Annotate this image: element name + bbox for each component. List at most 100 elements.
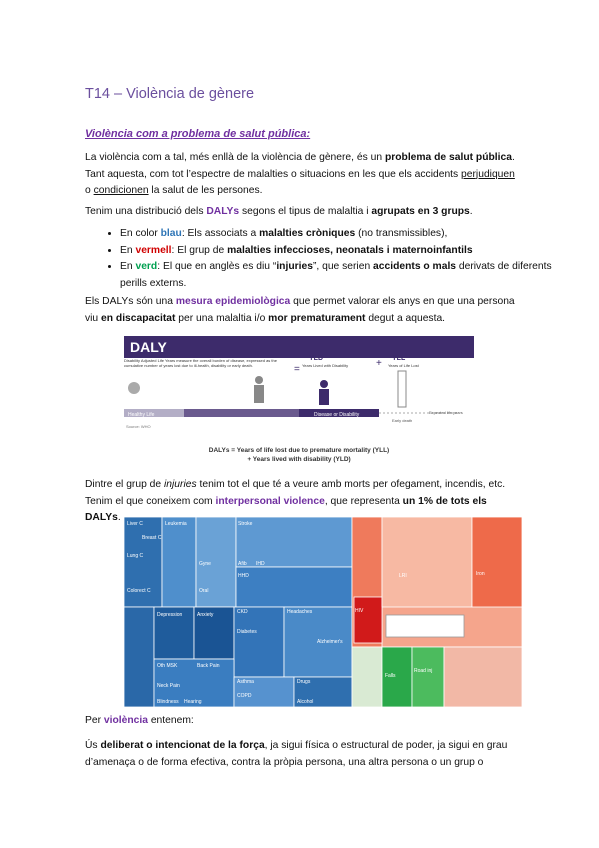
label: Early death [392,418,412,423]
cell-label: Breast C [142,535,162,541]
text: : El que en anglès es diu “ [157,261,277,272]
cell-label: Asthma [237,679,254,685]
text: un 1% de tots els DALYs [85,495,487,524]
text: vermell [135,244,172,256]
text: mor prematurament [268,312,366,324]
description: Disability Adjusted Life Years measure t… [124,358,277,368]
icon [254,385,264,403]
cell-label: Anxiety [197,612,214,618]
text: En [120,261,136,272]
caption: DALYs = Years of life lost due to premat… [209,447,389,454]
cell [233,606,285,678]
text: Ús [85,740,101,751]
cell-label: Diabetes [237,629,257,635]
equals: = [294,364,300,375]
description-box: Disability Adjusted Life Years measure t… [124,358,277,368]
icon [397,370,407,408]
label: Healthy Life [128,412,155,418]
text: deliberat o intencionat de la força [100,740,265,751]
yll: YLL [392,355,406,362]
cell-label: HHD [238,573,249,579]
text: malalties cròniques [259,228,356,239]
icon [255,376,263,384]
text: . [469,206,473,217]
text: perjudiquen [461,168,515,180]
cell-label: Neck Pain [157,683,180,689]
yll-text: Years of Life Lost [388,363,420,368]
cell [195,517,237,608]
bullet: En color blau: Els associats a malalties… [120,226,552,243]
text: verd [135,261,158,272]
text: accidents o mals [373,261,457,272]
text: malalties infeccioses, neonatals i mater… [227,244,473,256]
cell [471,517,522,608]
paragraph: Tenim una distribució dels DALYs segons … [85,204,517,221]
bullet-list: En color blau: Els associats a malalties… [85,226,552,292]
cell-label: LRI [399,573,407,579]
cell-label: Drugs [297,679,311,685]
cell-label: Falls [385,673,396,679]
text: agrupats en 3 grups [371,206,470,217]
text: . [117,512,121,523]
cell-label: Blindness [157,699,179,705]
cell-label: Alcohol [297,699,313,705]
section-heading: Violència com a problema de salut públic… [85,128,311,140]
timeline [124,409,299,417]
text: , que representa [324,495,403,507]
cell-label: Liver C [127,521,143,527]
text: Per [85,715,104,726]
timeline [124,409,184,417]
cell [235,566,353,608]
cell-label: COPD [237,693,252,699]
cell-label: Headaches [287,609,313,615]
text: Dintre el grup de [85,479,164,490]
doc-title: T14 – Violència de gènere [85,86,255,102]
text: En [120,244,136,256]
text: per una malaltia i/o [175,312,269,324]
cell-label: Road inj [414,668,432,674]
cell [381,517,473,608]
cell-label: Stroke [238,521,253,527]
text: derivats de diferents perills externs. [120,261,552,289]
treemap: Liver C Leukemia Breast C Lung C Colorec… [124,517,522,707]
paragraph: Els DALYs són una mesura epidemiològica … [85,294,517,327]
cell [161,517,197,608]
cell [293,676,353,707]
cell [351,646,383,707]
text: que permet valorar els anys en que una p… [85,296,515,324]
cell [124,606,155,707]
yld: YLD [309,355,323,362]
text: blau [160,228,182,239]
label: Disease or Disability [314,412,360,418]
text: tenim tot el que té a veure amb morts pe… [85,479,506,507]
text: mesura epidemiològica [175,296,291,307]
cell-label: Depression [157,612,183,618]
timeline [299,409,379,417]
cell-label: IHD [256,561,265,567]
cell-label: Afib [238,561,247,567]
cell-label: Colorect C [127,588,151,594]
text: Els DALYs són una [85,296,176,307]
cell-label: Gyne [199,561,211,567]
text: en discapacitat [101,312,176,324]
cell [235,517,353,568]
text: En color [120,228,161,239]
text: la salut de les persones. [148,185,263,196]
paragraph: Dintre el grup de injuries tenim tot el … [85,477,517,527]
text: condicionen [93,185,149,196]
text: : Els associats a [181,228,260,239]
cell-label: Lung C [127,553,144,559]
text: injuries [276,261,313,272]
text: ”, que serien [312,261,374,272]
cell-label: HIV [355,608,364,614]
label: Expected life years [429,410,463,415]
bullet: En vermell: El grup de malalties infecci… [120,243,552,260]
cell-label: Hearing [184,699,202,705]
cell-label: Oth MSK [157,663,178,669]
cell-label: CKD [237,609,248,615]
cell-label: Oral [199,588,208,594]
bullet: En verd: El que en anglès es diu “injuri… [120,259,552,292]
cell [381,646,413,707]
cell-label: Alzheimer's [317,639,343,645]
text: injuries [164,479,197,490]
